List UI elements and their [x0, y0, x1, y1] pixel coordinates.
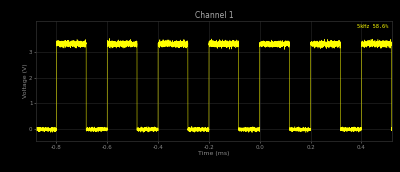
Text: 5kHz 58.6%: 5kHz 58.6% [357, 24, 388, 29]
Y-axis label: Voltage (V): Voltage (V) [23, 63, 28, 98]
X-axis label: Time (ms): Time (ms) [198, 151, 230, 156]
Title: Channel 1: Channel 1 [195, 11, 233, 20]
